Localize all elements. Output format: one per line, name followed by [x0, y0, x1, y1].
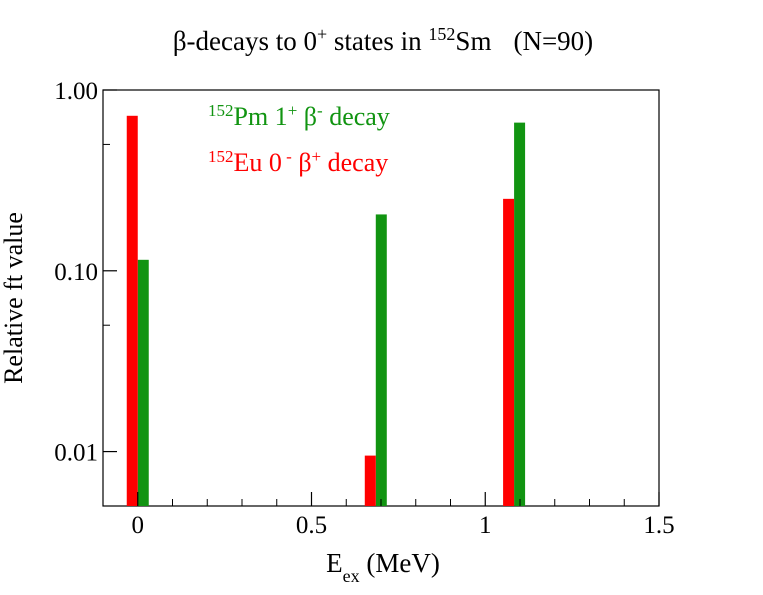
y-tick-label-2: 1.00	[54, 78, 98, 105]
bar-eu-1	[364, 455, 376, 506]
y-tick-label-0: 0.01	[54, 440, 98, 467]
x-tick-label-2: 1	[479, 512, 492, 539]
bar-pm-2	[514, 122, 526, 507]
chart-title: β-decays to 0+ states in 152Sm (N=90)	[173, 24, 593, 56]
y-axis-label: Relative ft value	[0, 212, 28, 384]
bar-eu-0	[126, 115, 138, 506]
bars-group	[126, 115, 526, 507]
x-tick-label-1: 0.5	[296, 512, 327, 539]
legend-entry-eu: 152Eu 0 - β+ decay	[208, 147, 388, 178]
x-tick-label-3: 1.5	[643, 512, 674, 539]
axes-group: 0 0.5 1 1.5 0.01 0.10 1.00	[54, 78, 674, 539]
x-axis-label: Eex (MeV)	[326, 548, 440, 586]
bar-pm-0	[137, 259, 149, 506]
x-tick-label-0: 0	[132, 512, 145, 539]
bar-pm-1	[375, 214, 387, 506]
legend-entry-pm: 152Pm 1+ β- decay	[208, 101, 390, 132]
y-tick-label-1: 0.10	[54, 259, 98, 286]
bar-eu-2	[503, 198, 515, 506]
